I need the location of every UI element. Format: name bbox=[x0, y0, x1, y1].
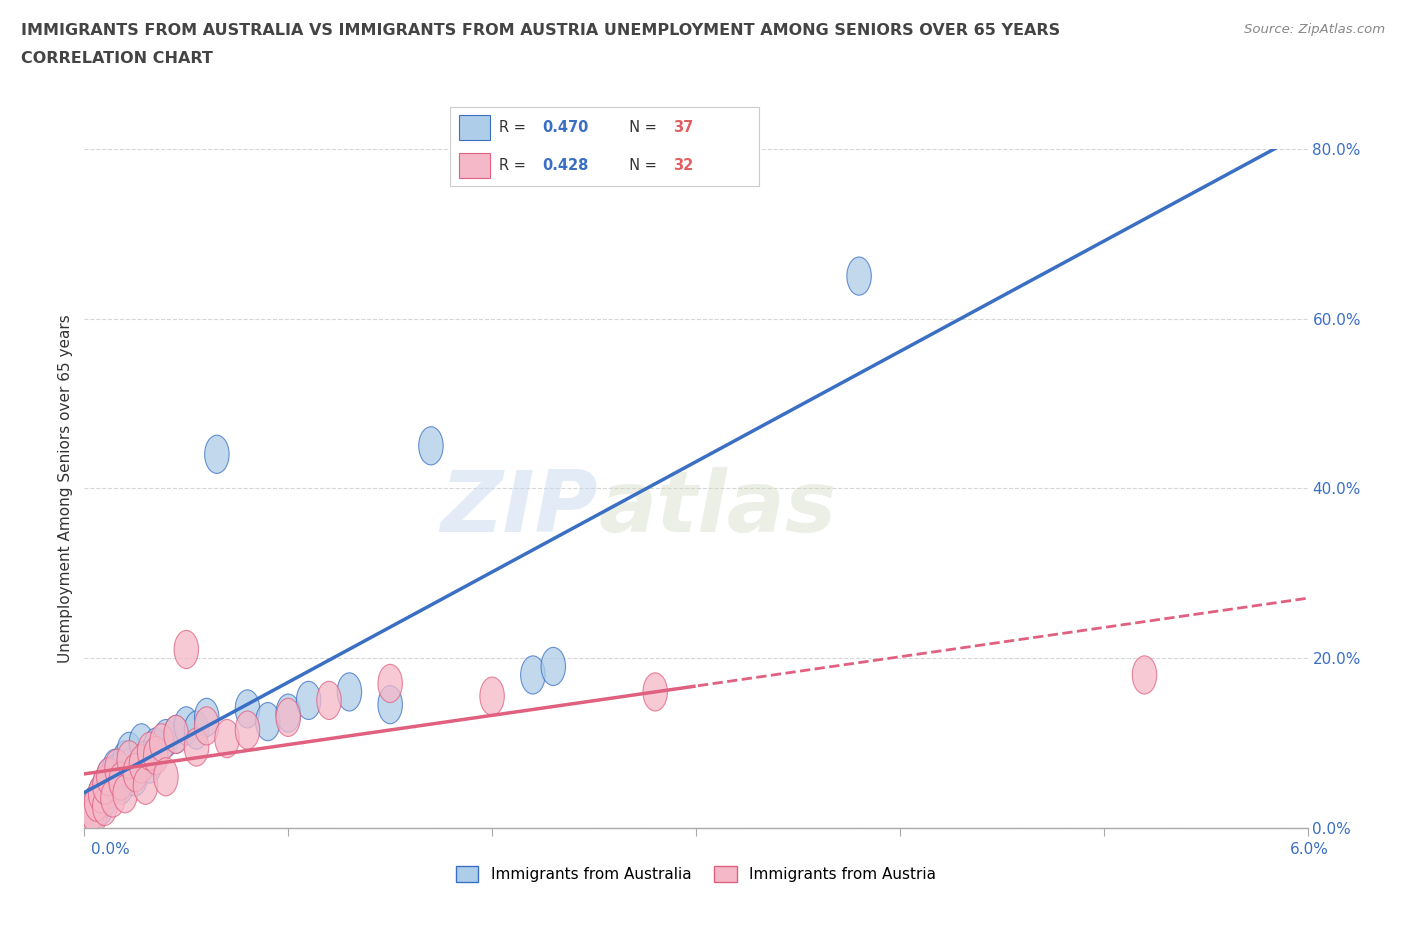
Ellipse shape bbox=[643, 672, 668, 711]
Ellipse shape bbox=[378, 664, 402, 702]
Text: ZIP: ZIP bbox=[440, 467, 598, 551]
Ellipse shape bbox=[104, 750, 129, 788]
Text: 6.0%: 6.0% bbox=[1289, 842, 1329, 857]
Text: CORRELATION CHART: CORRELATION CHART bbox=[21, 51, 212, 66]
Ellipse shape bbox=[83, 796, 107, 834]
Ellipse shape bbox=[138, 732, 162, 770]
Text: Source: ZipAtlas.com: Source: ZipAtlas.com bbox=[1244, 23, 1385, 36]
Ellipse shape bbox=[104, 753, 129, 791]
Ellipse shape bbox=[153, 758, 179, 796]
Ellipse shape bbox=[1132, 656, 1157, 694]
Ellipse shape bbox=[89, 788, 112, 826]
Ellipse shape bbox=[165, 715, 188, 753]
Ellipse shape bbox=[97, 758, 121, 796]
Ellipse shape bbox=[134, 740, 157, 779]
Ellipse shape bbox=[153, 720, 179, 758]
Ellipse shape bbox=[93, 766, 117, 804]
Ellipse shape bbox=[419, 427, 443, 465]
Ellipse shape bbox=[174, 707, 198, 745]
Ellipse shape bbox=[194, 707, 219, 745]
Ellipse shape bbox=[541, 647, 565, 685]
Ellipse shape bbox=[84, 783, 108, 821]
Text: 0.428: 0.428 bbox=[543, 158, 589, 173]
Ellipse shape bbox=[205, 435, 229, 473]
Text: IMMIGRANTS FROM AUSTRALIA VS IMMIGRANTS FROM AUSTRIA UNEMPLOYMENT AMONG SENIORS : IMMIGRANTS FROM AUSTRALIA VS IMMIGRANTS … bbox=[21, 23, 1060, 38]
Ellipse shape bbox=[194, 698, 219, 737]
Ellipse shape bbox=[129, 745, 153, 783]
Ellipse shape bbox=[184, 711, 208, 750]
Ellipse shape bbox=[174, 631, 198, 669]
Ellipse shape bbox=[276, 694, 301, 732]
Ellipse shape bbox=[76, 800, 101, 838]
Ellipse shape bbox=[84, 783, 108, 821]
Ellipse shape bbox=[138, 745, 162, 783]
Ellipse shape bbox=[101, 779, 125, 817]
Ellipse shape bbox=[93, 766, 117, 804]
Ellipse shape bbox=[184, 728, 208, 766]
Ellipse shape bbox=[124, 758, 148, 796]
Text: 0.470: 0.470 bbox=[543, 120, 589, 135]
Ellipse shape bbox=[93, 779, 117, 817]
Y-axis label: Unemployment Among Seniors over 65 years: Unemployment Among Seniors over 65 years bbox=[58, 314, 73, 662]
Ellipse shape bbox=[276, 698, 301, 737]
Legend: Immigrants from Australia, Immigrants from Austria: Immigrants from Australia, Immigrants fr… bbox=[450, 859, 942, 888]
Ellipse shape bbox=[165, 715, 188, 753]
Ellipse shape bbox=[108, 762, 134, 800]
Ellipse shape bbox=[297, 682, 321, 720]
Ellipse shape bbox=[97, 770, 121, 808]
Ellipse shape bbox=[846, 257, 872, 295]
Ellipse shape bbox=[143, 737, 167, 775]
Ellipse shape bbox=[378, 685, 402, 724]
Ellipse shape bbox=[97, 758, 121, 796]
Text: N =: N = bbox=[620, 158, 662, 173]
Ellipse shape bbox=[112, 740, 138, 779]
Ellipse shape bbox=[520, 656, 546, 694]
Text: 37: 37 bbox=[672, 120, 693, 135]
Ellipse shape bbox=[337, 672, 361, 711]
Ellipse shape bbox=[479, 677, 505, 715]
Ellipse shape bbox=[235, 711, 260, 750]
Ellipse shape bbox=[112, 775, 138, 813]
Ellipse shape bbox=[124, 753, 148, 791]
Ellipse shape bbox=[108, 766, 134, 804]
Ellipse shape bbox=[101, 762, 125, 800]
FancyBboxPatch shape bbox=[460, 153, 491, 179]
Ellipse shape bbox=[235, 690, 260, 728]
Text: R =: R = bbox=[499, 120, 531, 135]
Ellipse shape bbox=[89, 775, 112, 813]
Ellipse shape bbox=[316, 682, 342, 720]
Text: N =: N = bbox=[620, 120, 662, 135]
Text: atlas: atlas bbox=[598, 467, 837, 551]
Ellipse shape bbox=[143, 728, 167, 766]
Ellipse shape bbox=[103, 750, 127, 788]
Ellipse shape bbox=[129, 724, 153, 762]
Text: 32: 32 bbox=[672, 158, 693, 173]
Ellipse shape bbox=[117, 750, 142, 788]
Ellipse shape bbox=[93, 788, 117, 826]
Ellipse shape bbox=[117, 732, 142, 770]
Ellipse shape bbox=[80, 791, 104, 830]
Ellipse shape bbox=[149, 724, 174, 762]
Ellipse shape bbox=[80, 796, 104, 834]
Ellipse shape bbox=[89, 775, 112, 813]
Ellipse shape bbox=[134, 766, 157, 804]
Text: 0.0%: 0.0% bbox=[91, 842, 131, 857]
Ellipse shape bbox=[215, 720, 239, 758]
Ellipse shape bbox=[117, 740, 142, 779]
FancyBboxPatch shape bbox=[460, 115, 491, 140]
Ellipse shape bbox=[76, 791, 101, 830]
Ellipse shape bbox=[256, 702, 280, 740]
Text: R =: R = bbox=[499, 158, 531, 173]
